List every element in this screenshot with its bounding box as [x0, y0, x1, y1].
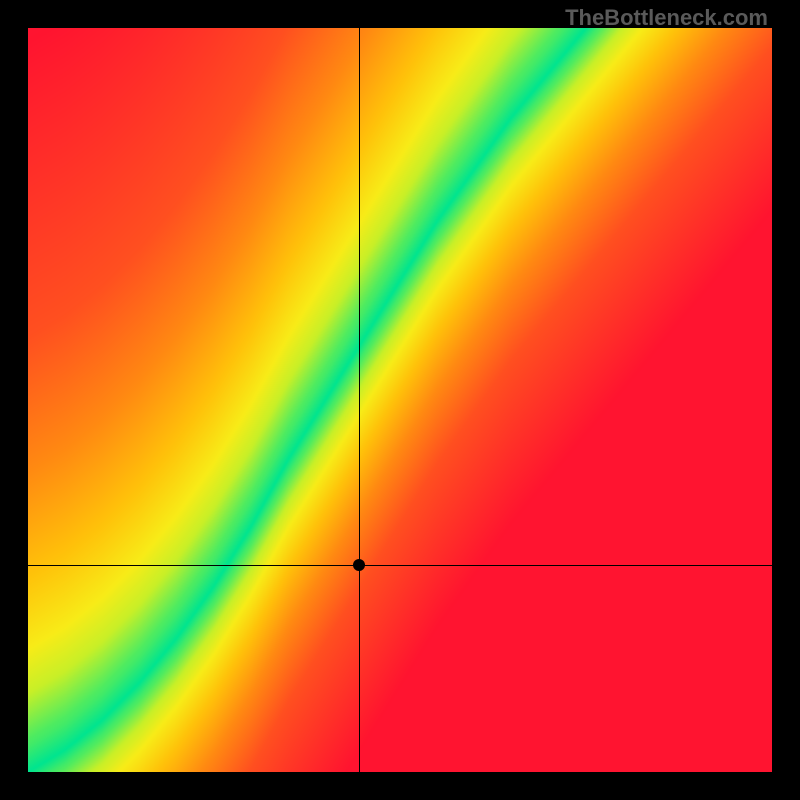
- heatmap-canvas: [28, 28, 772, 772]
- crosshair-vertical: [359, 28, 360, 772]
- chart-container: TheBottleneck.com: [0, 0, 800, 800]
- watermark-text: TheBottleneck.com: [565, 5, 768, 31]
- heatmap-plot: [28, 28, 772, 772]
- crosshair-horizontal: [28, 565, 772, 566]
- crosshair-marker: [353, 559, 365, 571]
